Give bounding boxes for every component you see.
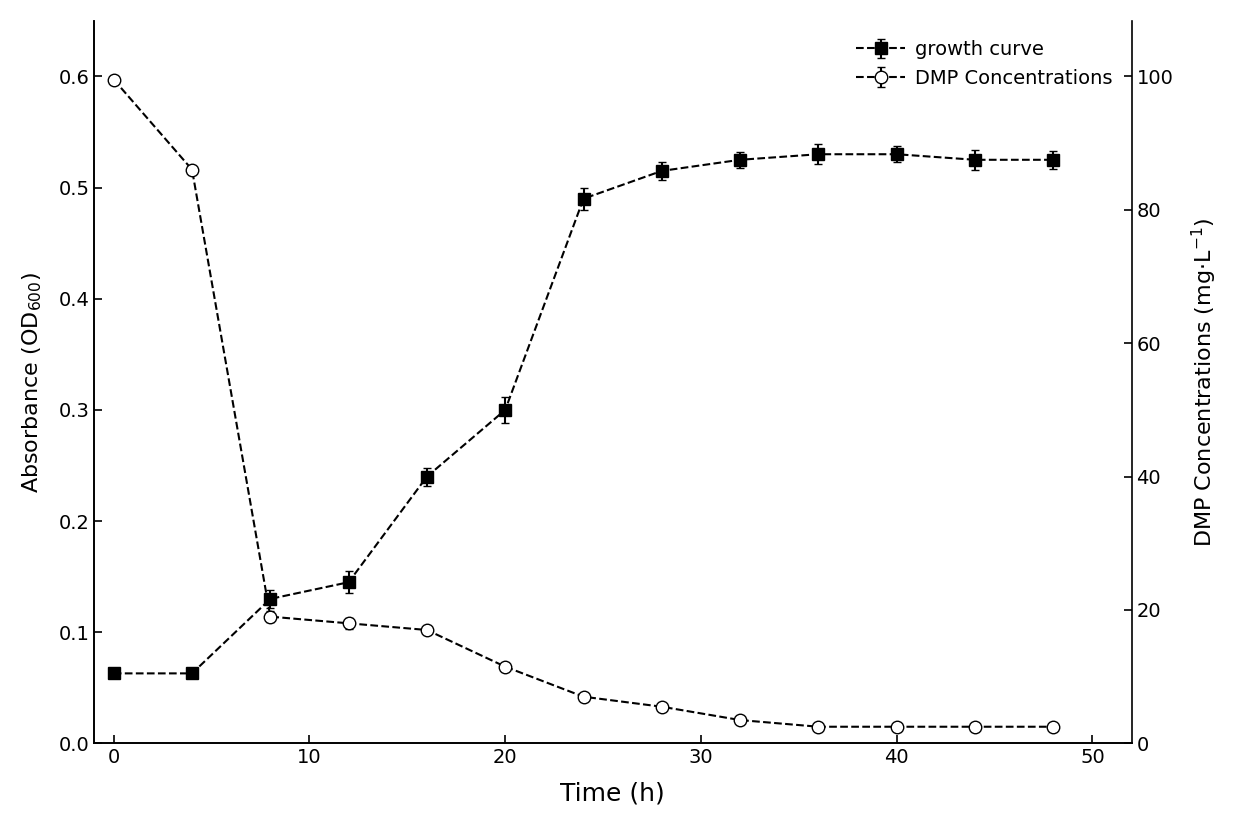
Legend: growth curve, DMP Concentrations: growth curve, DMP Concentrations	[847, 31, 1122, 97]
Y-axis label: DMP Concentrations (mg·L$^{-1}$): DMP Concentrations (mg·L$^{-1}$)	[1190, 217, 1219, 547]
Y-axis label: Absorbance (OD$_{600}$): Absorbance (OD$_{600}$)	[21, 272, 45, 492]
X-axis label: Time (h): Time (h)	[560, 781, 665, 805]
